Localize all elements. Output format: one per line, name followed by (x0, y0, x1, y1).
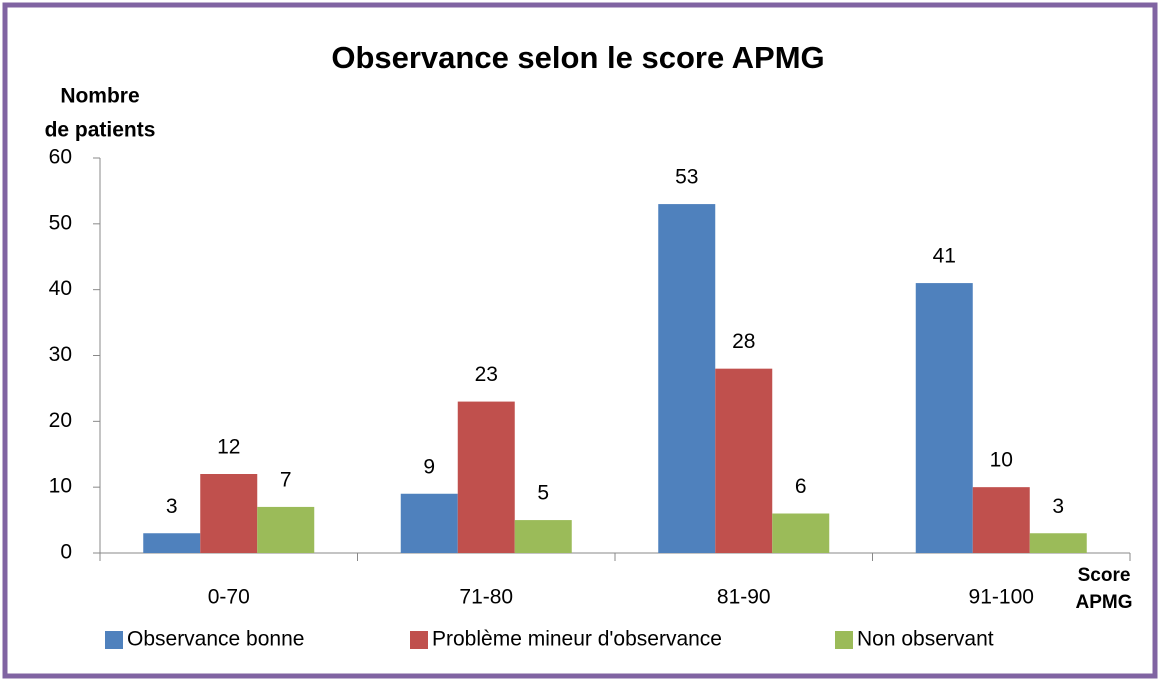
bar (457, 401, 515, 553)
bar (400, 493, 458, 553)
value-label: 5 (537, 482, 549, 505)
x-axis-label: APMG (1076, 592, 1133, 613)
chart-title: Observance selon le score APMG (331, 40, 824, 75)
value-label: 41 (933, 245, 956, 268)
value-label: 3 (1052, 495, 1064, 518)
y-tick-label: 60 (49, 146, 72, 169)
legend-label: Observance bonne (127, 628, 304, 651)
bar (1029, 533, 1087, 553)
value-label: 10 (990, 449, 1013, 472)
value-label: 28 (732, 330, 755, 353)
value-label: 7 (280, 468, 292, 491)
value-label: 9 (423, 455, 435, 478)
value-label: 12 (217, 436, 240, 459)
x-tick-label: 0-70 (208, 586, 250, 609)
legend-swatch (410, 631, 428, 649)
legend-label: Problème mineur d'observance (432, 628, 722, 651)
bar (143, 533, 201, 553)
y-tick-label: 10 (49, 475, 72, 498)
legend-label: Non observant (857, 628, 994, 651)
bar (200, 474, 258, 553)
value-label: 23 (475, 363, 498, 386)
y-tick-label: 0 (60, 541, 72, 564)
value-label: 53 (675, 166, 698, 189)
value-label: 3 (166, 495, 178, 518)
y-tick-label: 30 (49, 343, 72, 366)
y-tick-label: 20 (49, 409, 72, 432)
x-axis-label: Score (1078, 565, 1131, 586)
value-label: 6 (795, 475, 807, 498)
bar (715, 368, 773, 553)
bar (514, 520, 572, 553)
x-tick-label: 71-80 (459, 586, 513, 609)
legend-swatch (105, 631, 123, 649)
x-tick-label: 91-100 (969, 586, 1034, 609)
bar (658, 204, 716, 554)
y-axis-label: Nombre (60, 85, 139, 108)
y-axis-label: de patients (45, 119, 156, 142)
legend-swatch (835, 631, 853, 649)
bar (257, 506, 315, 553)
bar (972, 487, 1030, 553)
y-tick-label: 50 (49, 211, 72, 234)
bar (772, 513, 830, 553)
x-tick-label: 81-90 (717, 586, 771, 609)
y-tick-label: 40 (49, 277, 72, 300)
bar (915, 283, 973, 553)
